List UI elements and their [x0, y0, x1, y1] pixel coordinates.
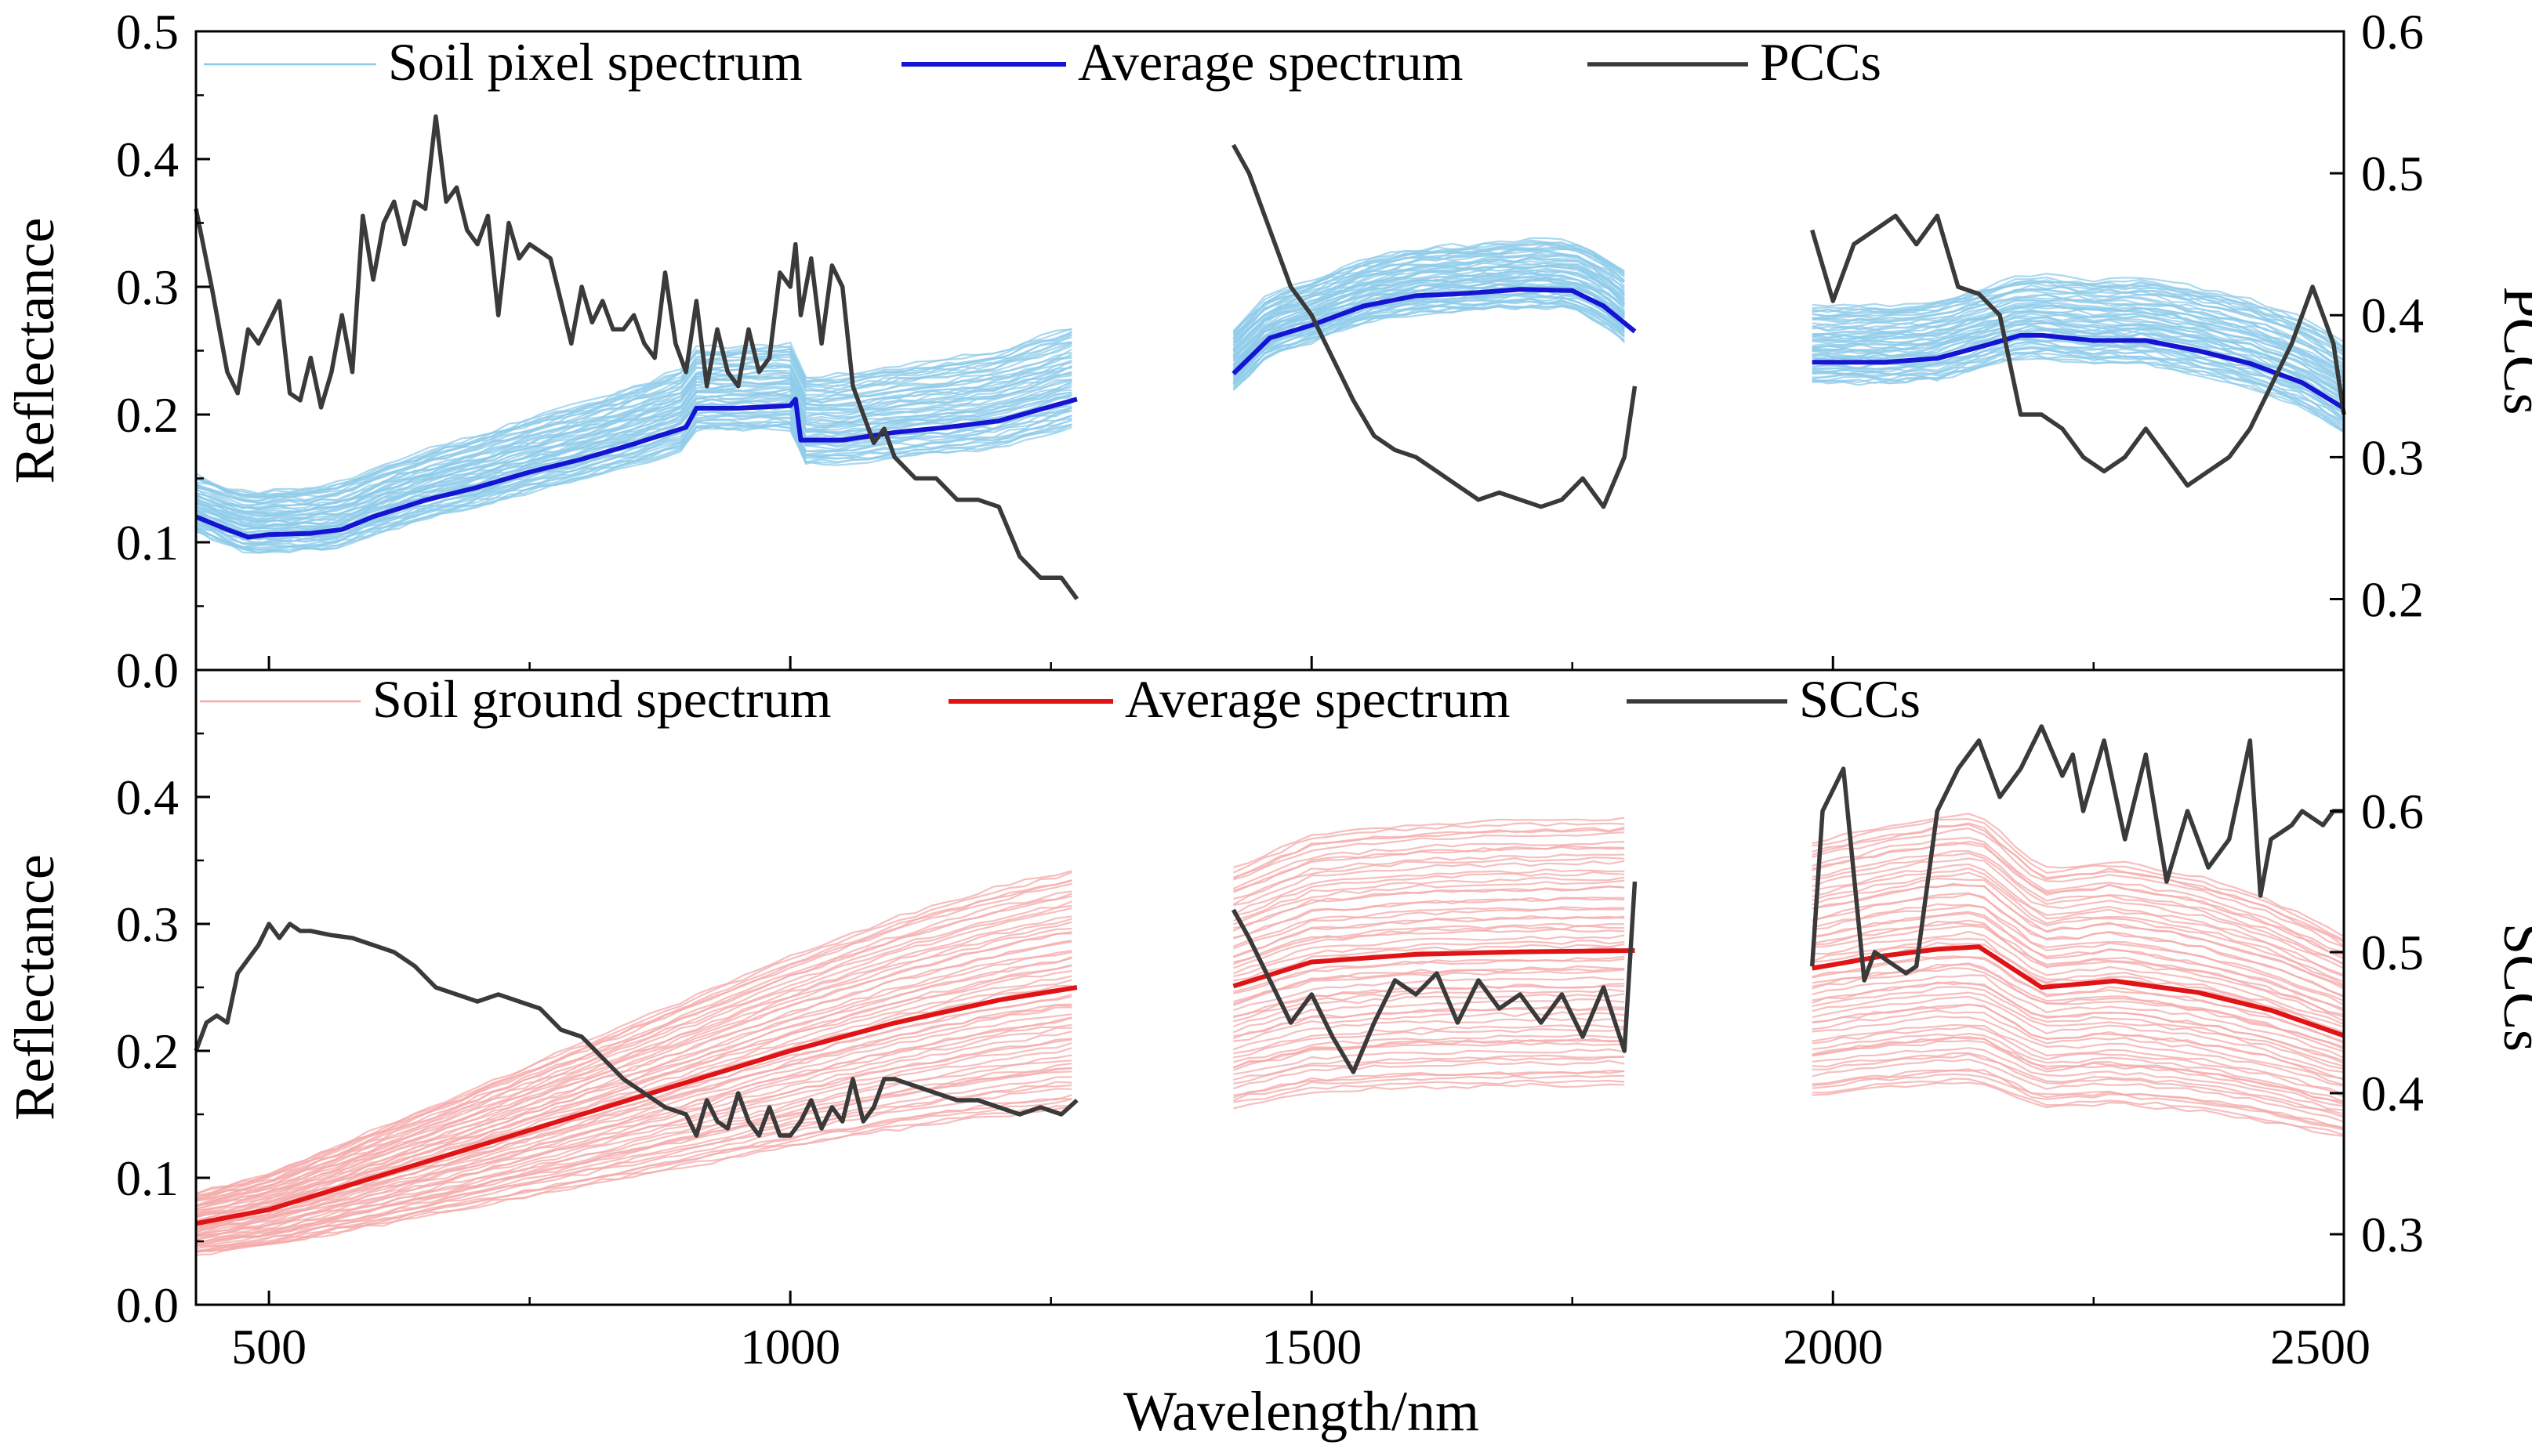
legend-label: Soil pixel spectrum — [388, 32, 803, 92]
soil-ground-spectrum-line — [195, 1069, 2345, 1253]
y-tick-label: 0.1 — [116, 515, 179, 570]
soil-pixel-spectrum-line — [195, 239, 2345, 497]
y2-tick-label: 0.5 — [2361, 925, 2424, 980]
soil-ground-spectrum-line — [195, 867, 2345, 1208]
sccs-line — [194, 724, 2344, 1138]
soil-ground-spectrum-line — [195, 1052, 2345, 1248]
soil-ground-spectrum-line — [195, 986, 2345, 1236]
y-axis-title: Reflectance — [3, 854, 66, 1121]
legend-label: Average spectrum — [1078, 32, 1464, 92]
y-tick-label: 0.2 — [116, 387, 179, 443]
y2-tick-label: 0.2 — [2361, 571, 2424, 627]
x-tick-label: 500 — [231, 1319, 307, 1375]
y2-tick-label: 0.4 — [2361, 1066, 2424, 1121]
y2-tick-label: 0.6 — [2361, 4, 2424, 60]
y2-tick-label: 0.3 — [2361, 1207, 2424, 1262]
legend: Soil pixel spectrum Average spectrum PCCs — [204, 32, 1881, 92]
soil-ground-spectrum-line — [195, 827, 2345, 1197]
y2-axis-title: PCCs — [2492, 286, 2532, 415]
y-tick-label: 0.4 — [116, 132, 179, 187]
soil-ground-spectrum-line — [195, 930, 2345, 1222]
legend-label: Soil ground spectrum — [372, 669, 832, 729]
soil-pixel-spectra — [195, 237, 2345, 554]
y-axis-title: Reflectance — [3, 218, 66, 484]
soil-ground-spectrum-line — [195, 1032, 2345, 1244]
y-tick-label: 0.5 — [116, 4, 179, 60]
legend-label: SCCs — [1799, 669, 1921, 729]
soil-pixel-spectrum-line — [195, 241, 2345, 496]
y-tick-label: 0.3 — [116, 259, 179, 315]
y-tick-label: 0.3 — [116, 896, 179, 952]
y-tick-label: 0.0 — [116, 1277, 179, 1333]
soil-ground-spectrum-line — [195, 911, 2345, 1216]
y-tick-label: 0.4 — [116, 770, 179, 825]
pccs-line — [194, 114, 2346, 601]
soil-ground-spectrum-line — [195, 967, 2345, 1228]
soil-ground-spectrum-line — [195, 818, 2345, 1194]
soil-ground-spectrum-line — [196, 955, 2345, 1226]
legend-label: Average spectrum — [1125, 669, 1511, 729]
soil-ground-spectrum-line — [195, 836, 2345, 1201]
soil-pixel-spectrum-line — [195, 237, 2345, 494]
x-tick-label: 1500 — [1261, 1319, 1362, 1375]
soil-ground-spectrum-line — [195, 1023, 2345, 1240]
soil-ground-spectrum-line — [195, 842, 2345, 1202]
legend-label: PCCs — [1760, 32, 1881, 92]
soil-ground-spectrum-line — [195, 904, 2345, 1215]
panel-bottom-sccs: 0.0 0.1 0.2 0.3 0.4 0.3 0.4 0.5 0.6 500 1000 1500 20… — [3, 668, 2532, 1443]
soil-ground-spectrum-line — [195, 849, 2345, 1201]
panel-top-pccs: 0.0 0.1 0.2 0.3 0.4 0.5 0.2 0.3 0.4 0.5 0.6 Reflect… — [3, 4, 2532, 698]
y2-tick-label: 0.4 — [2361, 288, 2424, 343]
y-tick-label: 0.2 — [116, 1023, 179, 1079]
y2-tick-label: 0.5 — [2361, 146, 2424, 201]
soil-ground-spectrum-line — [195, 884, 2345, 1210]
x-tick-label: 1000 — [740, 1319, 840, 1375]
legend: Soil ground spectrum Average spectrum SCCs — [200, 669, 1921, 729]
soil-ground-spectrum-line — [195, 878, 2345, 1208]
y2-tick-label: 0.6 — [2361, 784, 2424, 839]
soil-ground-spectrum-line — [195, 857, 2345, 1207]
y2-axis-title: SCCs — [2492, 923, 2532, 1052]
y-tick-label: 0.0 — [116, 643, 179, 698]
soil-ground-spectrum-line — [195, 1047, 2345, 1248]
soil-ground-spectrum-line — [195, 912, 2345, 1216]
x-tick-label: 2500 — [2270, 1319, 2371, 1375]
soil-ground-spectrum-line — [195, 1009, 2345, 1238]
soil-ground-spectrum-line — [195, 1016, 2345, 1241]
x-axis-title: Wavelength/nm — [1123, 1380, 1479, 1443]
soil-ground-spectrum-line — [195, 813, 2345, 1195]
soil-ground-spectrum-line — [195, 1081, 2345, 1256]
average-spectrum-line — [194, 287, 2345, 540]
y2-tick-label: 0.3 — [2361, 429, 2424, 485]
x-tick-label: 2000 — [1783, 1319, 1883, 1375]
soil-ground-spectra — [195, 813, 2345, 1256]
soil-ground-spectrum-line — [195, 893, 2345, 1212]
y-tick-label: 0.1 — [116, 1150, 179, 1206]
soil-ground-spectrum-line — [195, 981, 2345, 1233]
soil-ground-spectrum-line — [195, 892, 2345, 1212]
average-spectrum-line — [195, 944, 2345, 1226]
